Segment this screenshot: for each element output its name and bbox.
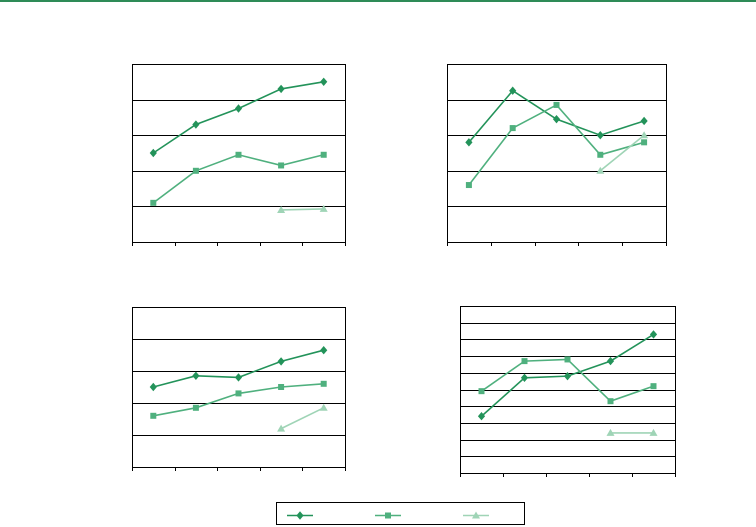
series-2-point <box>607 398 614 405</box>
series-1-point <box>477 412 486 421</box>
legend-symbols <box>287 511 489 520</box>
series-2-point <box>150 199 157 206</box>
plot-frame <box>132 64 346 243</box>
series-3-point <box>277 205 286 213</box>
series-2-point <box>192 167 199 174</box>
series-1-line <box>152 81 324 154</box>
legend-marker-series3 <box>472 511 480 519</box>
plot-frame <box>447 64 667 243</box>
series-2-point <box>521 358 528 365</box>
series-2-point <box>150 412 157 419</box>
series-3-point <box>649 428 658 436</box>
series-2-point <box>597 151 604 158</box>
series-1-point <box>509 86 517 95</box>
series-2-point <box>478 388 485 395</box>
series-2-point <box>320 151 327 158</box>
series-3-point <box>640 131 649 139</box>
series-2-point <box>278 162 285 169</box>
series-3-line <box>599 134 645 172</box>
series-1-point <box>149 148 157 158</box>
series-2-point <box>192 404 199 411</box>
series-1-point <box>234 104 243 113</box>
chart-3 <box>132 307 346 471</box>
series-2-line <box>153 383 324 417</box>
series-1-point <box>552 114 561 124</box>
series-1-point <box>320 77 328 86</box>
series-1-point <box>563 371 572 381</box>
series-2-point <box>650 383 657 390</box>
series-2-point <box>553 101 560 108</box>
plot-frame <box>132 307 346 468</box>
legend-marker-series1 <box>296 511 304 520</box>
series-2-point <box>235 390 242 397</box>
series-1-point <box>640 116 648 126</box>
series-2-point <box>509 125 516 132</box>
series-1-point <box>606 356 615 366</box>
chart-2 <box>447 64 667 246</box>
series-1-point <box>234 373 243 382</box>
series-2-point <box>235 151 242 158</box>
series-1-point <box>277 357 285 366</box>
series-1-point <box>192 120 200 129</box>
legend <box>276 502 525 525</box>
series-3-point <box>606 428 615 436</box>
series-3-point <box>319 403 328 411</box>
series-3-point <box>319 204 328 212</box>
chart-grid <box>132 64 676 477</box>
series-1-point <box>465 138 473 147</box>
series-3-line <box>280 407 325 430</box>
series-1-point <box>149 382 157 392</box>
series-2-point <box>564 356 571 363</box>
series-2-point <box>278 384 285 390</box>
series-2-point <box>320 380 327 387</box>
series-1-point <box>520 373 529 383</box>
chart-1 <box>132 64 346 246</box>
series-2-point <box>641 139 648 146</box>
series-3-point <box>277 424 286 432</box>
series-3-line <box>281 208 324 211</box>
series-1-point <box>649 330 658 339</box>
chart-4 <box>460 306 676 477</box>
series-2-line <box>152 153 324 204</box>
series-3-point <box>596 166 605 174</box>
series-2-point <box>465 182 472 189</box>
series-1-point <box>320 346 328 355</box>
legend-marker-series2 <box>385 512 391 519</box>
series-1-point <box>192 371 200 380</box>
series-1-point <box>596 131 604 140</box>
top-rule <box>0 0 756 2</box>
series-1-point <box>277 84 285 94</box>
